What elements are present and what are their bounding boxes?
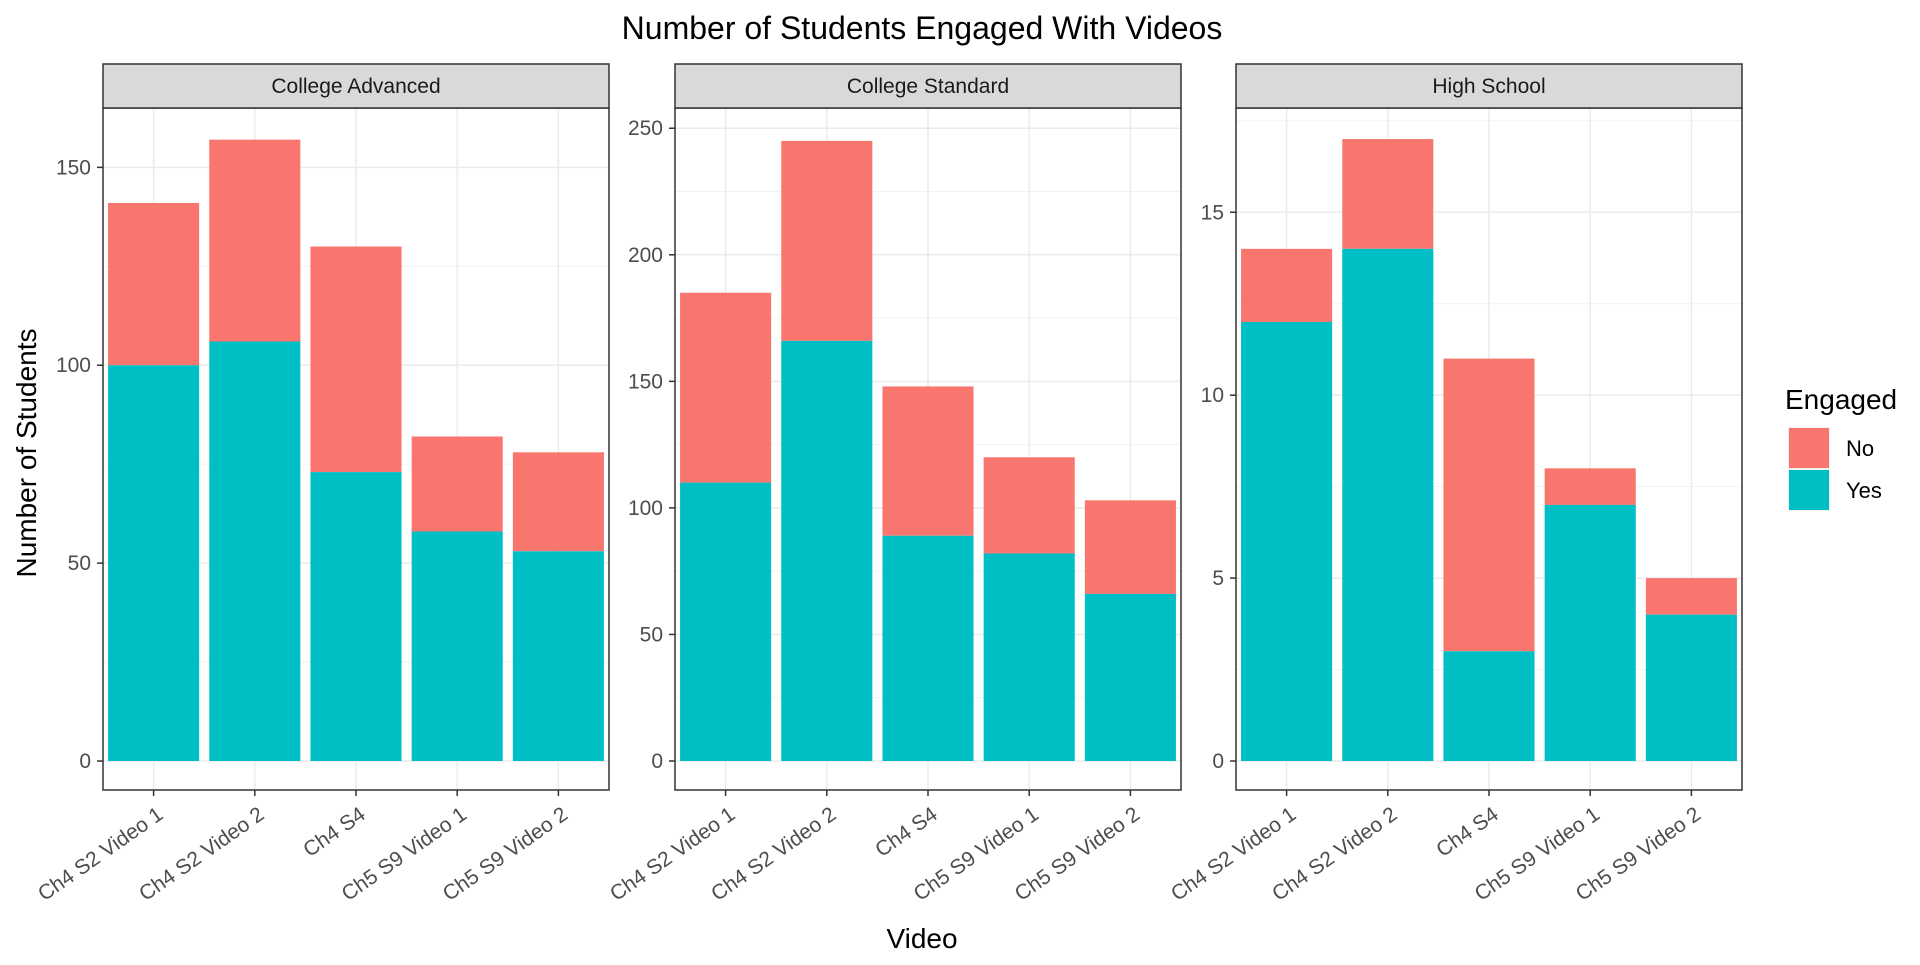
y-tick-label: 15 <box>1201 201 1224 224</box>
bar-yes-3 <box>983 553 1075 761</box>
legend-key-no <box>1789 428 1829 468</box>
bar-yes-4 <box>1084 593 1176 761</box>
bar-yes-3 <box>411 531 503 761</box>
bar-no-1 <box>209 139 301 342</box>
bar-no-2 <box>882 386 974 536</box>
y-tick-label: 0 <box>651 750 663 773</box>
strip-background <box>674 63 1182 109</box>
legend-label-yes: Yes <box>1846 478 1882 503</box>
y-tick-label: 50 <box>640 623 663 646</box>
legend-title: Engaged <box>1785 384 1897 415</box>
y-tick-label: 150 <box>628 370 663 393</box>
y-tick-label: 5 <box>1212 567 1224 590</box>
y-tick-label: 10 <box>1201 384 1224 407</box>
bar-no-0 <box>108 202 200 366</box>
strip-label: College Advanced <box>271 75 440 98</box>
legend: Engaged No Yes <box>1785 384 1897 511</box>
legend-label-no: No <box>1846 436 1874 461</box>
bar-no-3 <box>411 436 503 532</box>
bar-no-0 <box>1241 248 1333 323</box>
y-tick-label: 250 <box>628 117 663 140</box>
bar-yes-4 <box>512 551 604 761</box>
bar-no-4 <box>1084 500 1176 594</box>
bar-no-1 <box>1342 139 1434 249</box>
bar-yes-3 <box>1544 504 1636 761</box>
bar-yes-1 <box>781 340 873 761</box>
bar-no-1 <box>781 140 873 341</box>
bar-no-3 <box>983 457 1075 554</box>
bar-yes-2 <box>882 535 974 761</box>
y-axis-title: Number of Students <box>11 328 42 577</box>
x-axis-title: Video <box>886 923 957 954</box>
y-tick-label: 0 <box>1212 750 1224 773</box>
bar-no-2 <box>1443 358 1535 652</box>
y-tick-label: 0 <box>79 750 91 773</box>
bar-yes-0 <box>108 365 200 761</box>
y-tick-label: 50 <box>68 552 91 575</box>
strip-label: College Standard <box>847 75 1009 98</box>
bar-no-4 <box>512 452 604 552</box>
x-tick-label: Ch4 S4 <box>871 803 942 862</box>
bar-no-3 <box>1544 468 1636 505</box>
y-tick-label: 150 <box>56 156 91 179</box>
bar-yes-1 <box>1342 248 1434 761</box>
y-tick-label: 100 <box>56 354 91 377</box>
x-tick-label: Ch4 S4 <box>1432 803 1503 862</box>
y-tick-label: 200 <box>628 244 663 267</box>
strip-background <box>102 63 610 109</box>
bar-yes-0 <box>680 482 772 761</box>
bar-yes-2 <box>310 472 402 761</box>
y-tick-label: 100 <box>628 497 663 520</box>
chart-title: Number of Students Engaged With Videos <box>622 10 1223 46</box>
bar-no-0 <box>680 292 772 483</box>
bar-yes-1 <box>209 341 301 761</box>
strip-background <box>1235 63 1743 109</box>
bar-yes-4 <box>1645 614 1737 761</box>
bar-no-4 <box>1645 578 1737 615</box>
x-tick-label: Ch4 S4 <box>299 803 370 862</box>
legend-key-yes <box>1789 470 1829 510</box>
bar-no-2 <box>310 246 402 473</box>
bar-yes-2 <box>1443 651 1535 761</box>
strip-label: High School <box>1432 75 1545 98</box>
bar-yes-0 <box>1241 322 1333 761</box>
